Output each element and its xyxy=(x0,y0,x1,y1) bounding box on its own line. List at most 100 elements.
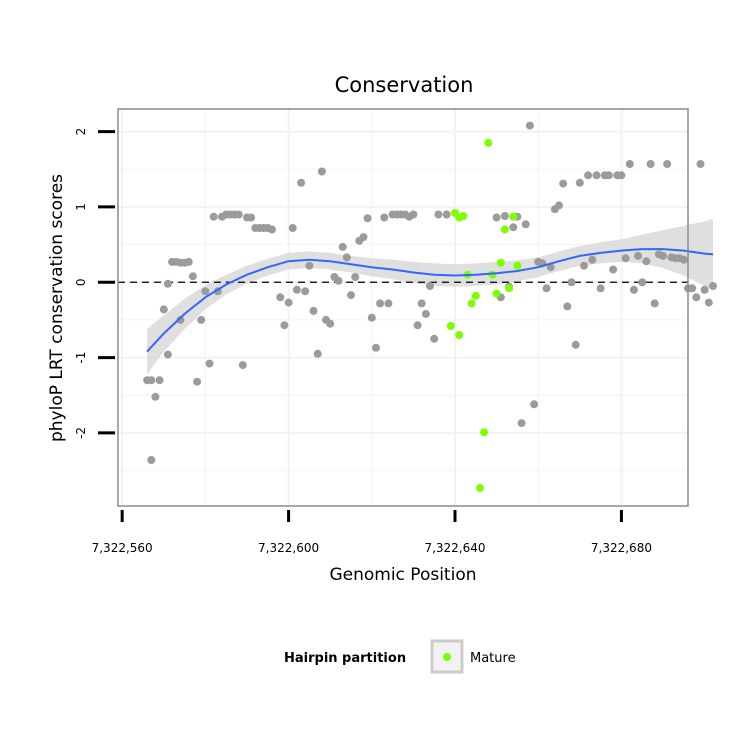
data-point-mature xyxy=(471,291,480,300)
data-point-other xyxy=(351,273,360,281)
data-point-other xyxy=(163,350,172,359)
data-point-other xyxy=(625,160,634,168)
data-point-other xyxy=(434,210,443,219)
data-point-other xyxy=(517,419,526,428)
data-point-other xyxy=(147,376,156,385)
data-point-other xyxy=(238,361,247,370)
data-point-other xyxy=(188,272,197,281)
data-point-other xyxy=(409,210,418,219)
data-point-other xyxy=(205,359,214,368)
data-point-mature xyxy=(513,261,522,270)
data-point-other xyxy=(580,261,588,270)
data-point-mature xyxy=(459,212,468,220)
data-point-other xyxy=(621,254,630,263)
data-point-other xyxy=(700,285,709,294)
data-point-other xyxy=(155,376,164,385)
data-point-other xyxy=(696,160,705,168)
y-tick-label: -2 xyxy=(74,427,88,439)
data-point-mature xyxy=(480,428,489,437)
y-tick-label: 1 xyxy=(74,203,88,211)
data-point-other xyxy=(372,343,380,352)
data-point-other xyxy=(317,167,326,176)
data-point-other xyxy=(288,224,297,232)
data-point-other xyxy=(367,313,376,322)
data-point-mature xyxy=(484,138,493,147)
data-point-other xyxy=(276,293,285,302)
data-point-other xyxy=(338,242,347,251)
data-point-other xyxy=(567,278,576,287)
data-point-other xyxy=(267,225,276,234)
data-point-mature xyxy=(496,258,505,267)
data-point-mature xyxy=(455,331,464,339)
data-point-other xyxy=(542,284,551,293)
data-point-other xyxy=(638,278,647,287)
data-point-other xyxy=(634,251,643,260)
y-axis: -2 -1 0 1 2 xyxy=(74,128,115,439)
data-point-other xyxy=(509,223,518,232)
data-point-other xyxy=(571,340,580,349)
x-tick-label: 7,322,560 xyxy=(92,541,153,555)
data-point-other xyxy=(596,284,605,293)
data-point-other xyxy=(592,171,601,180)
data-point-other xyxy=(347,291,355,300)
data-point-other xyxy=(380,213,389,222)
data-point-other xyxy=(650,299,659,308)
x-tick-label: 7,322,600 xyxy=(258,541,319,555)
data-point-other xyxy=(363,214,372,223)
data-point-other xyxy=(663,160,672,168)
data-point-other xyxy=(305,261,314,270)
data-point-other xyxy=(646,160,655,168)
y-tick-label: 0 xyxy=(74,278,88,286)
data-point-other xyxy=(421,309,430,318)
data-point-other xyxy=(309,306,318,315)
data-point-other xyxy=(147,456,156,464)
data-point-mature xyxy=(500,225,509,234)
data-point-other xyxy=(163,279,172,288)
y-tick-label: -1 xyxy=(74,352,88,364)
smooth-trend-line xyxy=(146,248,714,353)
data-point-other xyxy=(326,319,335,328)
y-tick-label: 2 xyxy=(74,128,88,136)
data-point-other xyxy=(575,178,584,187)
data-point-other xyxy=(284,298,293,307)
data-point-other xyxy=(492,213,501,222)
data-point-other xyxy=(430,334,439,343)
x-tick-label: 7,322,640 xyxy=(424,541,485,555)
legend: Hairpin partition Mature xyxy=(284,639,516,674)
data-point-other xyxy=(201,287,210,296)
data-point-other xyxy=(563,302,572,311)
data-point-mature xyxy=(505,284,514,293)
data-point-other xyxy=(334,276,343,285)
data-point-other xyxy=(588,255,597,264)
legend-label-mature: Mature xyxy=(470,651,516,666)
data-point-other xyxy=(151,392,160,401)
data-point-other xyxy=(297,178,306,187)
plot-panel-border xyxy=(117,108,689,507)
data-point-other xyxy=(301,287,310,296)
data-point-other xyxy=(384,299,393,308)
data-point-other xyxy=(376,299,385,308)
x-axis-title: Genomic Position xyxy=(329,565,476,585)
x-axis: 7,322,560 7,322,600 7,322,640 7,322,680 xyxy=(92,510,652,555)
data-point-mature xyxy=(509,212,518,221)
data-point-other xyxy=(234,210,243,219)
data-point-other xyxy=(609,265,618,274)
data-point-mature xyxy=(446,322,455,330)
data-point-other xyxy=(692,293,701,302)
data-point-other xyxy=(184,257,193,266)
data-point-other xyxy=(604,171,613,180)
data-point-other xyxy=(176,315,185,324)
data-point-other xyxy=(559,179,568,188)
data-point-other xyxy=(417,299,426,308)
data-point-other xyxy=(280,321,289,330)
data-point-mature xyxy=(492,289,501,298)
data-point-other xyxy=(584,171,593,180)
data-point-mature xyxy=(476,483,484,492)
data-point-other xyxy=(247,213,256,222)
legend-title: Hairpin partition xyxy=(284,651,406,666)
data-point-other xyxy=(442,210,451,219)
grid-lines xyxy=(118,109,688,506)
y-axis-title: phyloP LRT conservation scores xyxy=(47,174,67,442)
data-point-other xyxy=(413,321,422,330)
